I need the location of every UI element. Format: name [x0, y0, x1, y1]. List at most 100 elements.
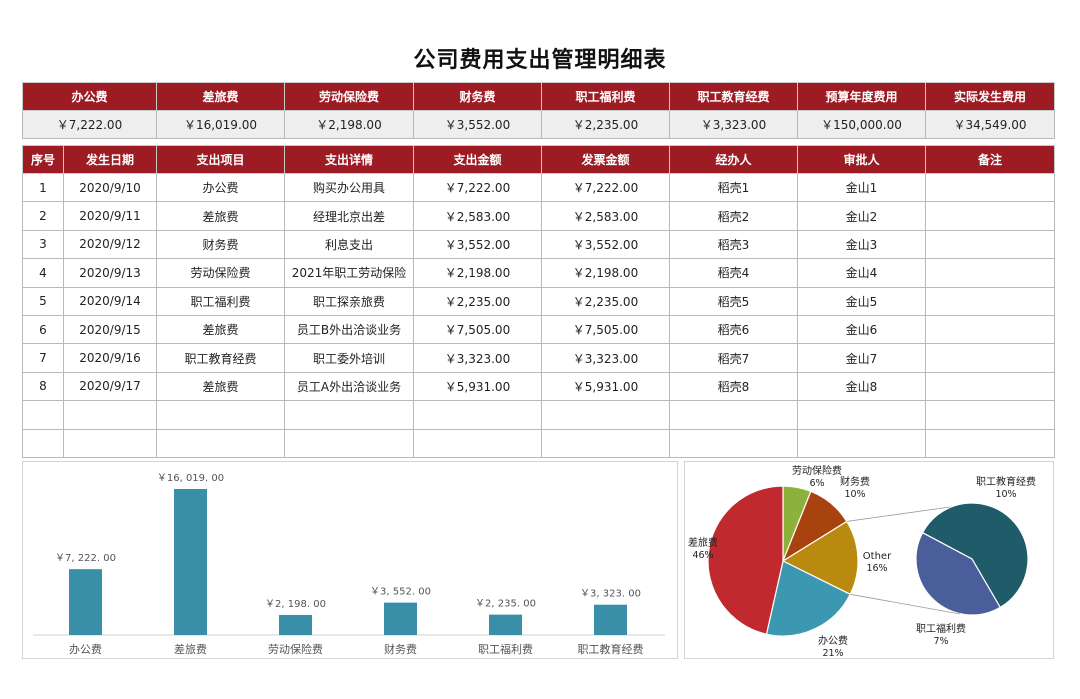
summary-value-cell[interactable]: ￥150,000.00 — [797, 110, 926, 139]
table-cell[interactable]: 金山1 — [797, 172, 926, 203]
table-cell[interactable]: ￥3,323.00 — [541, 343, 670, 373]
table-cell[interactable]: 稻壳2 — [669, 201, 798, 231]
table-cell[interactable] — [541, 400, 670, 430]
table-cell[interactable] — [925, 286, 1055, 316]
table-cell[interactable]: 员工A外出洽谈业务 — [284, 371, 414, 402]
table-cell[interactable] — [925, 428, 1055, 458]
table-cell[interactable] — [284, 400, 414, 430]
table-cell[interactable]: 2020/9/17 — [63, 371, 157, 402]
table-cell[interactable]: 2 — [22, 201, 64, 231]
summary-value-cell[interactable]: ￥2,198.00 — [284, 110, 414, 139]
table-cell[interactable]: 利息支出 — [284, 229, 414, 260]
table-cell[interactable]: 2020/9/11 — [63, 201, 157, 231]
table-cell[interactable] — [925, 371, 1055, 402]
table-cell[interactable] — [541, 428, 670, 458]
table-cell[interactable]: 劳动保险费 — [156, 258, 285, 288]
table-cell[interactable]: ￥7,222.00 — [541, 172, 670, 203]
secondary-slice-职工福利费[interactable] — [915, 531, 1002, 616]
table-cell[interactable]: ￥2,583.00 — [541, 201, 670, 231]
table-cell[interactable]: 稻壳6 — [669, 314, 798, 345]
table-cell[interactable]: ￥5,931.00 — [413, 371, 542, 402]
table-cell[interactable] — [925, 314, 1055, 345]
table-cell[interactable]: ￥7,505.00 — [541, 314, 670, 345]
table-cell[interactable]: 经理北京出差 — [284, 201, 414, 231]
table-cell[interactable]: ￥7,222.00 — [413, 172, 542, 203]
table-cell[interactable]: 稻壳4 — [669, 258, 798, 288]
table-cell[interactable]: ￥2,583.00 — [413, 201, 542, 231]
table-cell[interactable]: 金山6 — [797, 314, 926, 345]
summary-value-cell[interactable]: ￥16,019.00 — [156, 110, 285, 139]
table-cell[interactable]: 差旅费 — [156, 314, 285, 345]
table-cell[interactable] — [413, 400, 542, 430]
table-cell[interactable] — [925, 229, 1055, 260]
table-cell[interactable]: 4 — [22, 258, 64, 288]
table-cell[interactable]: 稻壳7 — [669, 343, 798, 373]
table-cell[interactable]: 职工教育经费 — [156, 343, 285, 373]
table-cell[interactable]: 稻壳5 — [669, 286, 798, 316]
table-cell[interactable] — [669, 400, 798, 430]
table-cell[interactable]: 2020/9/14 — [63, 286, 157, 316]
table-cell[interactable] — [797, 400, 926, 430]
bar-4[interactable] — [384, 602, 417, 635]
table-cell[interactable]: 购买办公用具 — [284, 172, 414, 203]
table-cell[interactable]: 5 — [22, 286, 64, 316]
summary-value-cell[interactable]: ￥7,222.00 — [22, 110, 157, 139]
pie-slice-Other[interactable] — [781, 520, 859, 596]
table-cell[interactable]: 金山5 — [797, 286, 926, 316]
table-cell[interactable]: 2020/9/15 — [63, 314, 157, 345]
table-cell[interactable]: ￥3,552.00 — [413, 229, 542, 260]
table-cell[interactable]: 2020/9/12 — [63, 229, 157, 260]
summary-value-cell[interactable]: ￥3,323.00 — [669, 110, 798, 139]
secondary-slice-职工教育经费[interactable] — [921, 502, 1029, 609]
table-cell[interactable] — [22, 428, 64, 458]
table-cell[interactable]: 2020/9/13 — [63, 258, 157, 288]
table-cell[interactable]: ￥7,505.00 — [413, 314, 542, 345]
table-cell[interactable]: 职工委外培训 — [284, 343, 414, 373]
table-cell[interactable]: ￥5,931.00 — [541, 371, 670, 402]
table-cell[interactable] — [925, 400, 1055, 430]
table-cell[interactable] — [669, 428, 798, 458]
table-cell[interactable] — [925, 172, 1055, 203]
table-cell[interactable]: ￥2,198.00 — [413, 258, 542, 288]
table-cell[interactable]: 差旅费 — [156, 371, 285, 402]
table-cell[interactable]: 7 — [22, 343, 64, 373]
table-cell[interactable]: 金山8 — [797, 371, 926, 402]
table-cell[interactable]: 2020/9/16 — [63, 343, 157, 373]
table-cell[interactable]: 金山7 — [797, 343, 926, 373]
table-cell[interactable]: 稻壳1 — [669, 172, 798, 203]
table-cell[interactable] — [413, 428, 542, 458]
bar-1[interactable] — [69, 569, 102, 635]
table-cell[interactable]: 稻壳3 — [669, 229, 798, 260]
table-cell[interactable]: ￥2,235.00 — [413, 286, 542, 316]
table-cell[interactable] — [22, 400, 64, 430]
pie-slice-办公费[interactable] — [765, 560, 852, 637]
table-cell[interactable]: ￥2,198.00 — [541, 258, 670, 288]
table-cell[interactable]: 2020/9/10 — [63, 172, 157, 203]
table-cell[interactable] — [156, 428, 285, 458]
table-cell[interactable] — [925, 258, 1055, 288]
table-cell[interactable] — [63, 428, 157, 458]
table-cell[interactable]: 职工探亲旅费 — [284, 286, 414, 316]
table-cell[interactable] — [63, 400, 157, 430]
table-cell[interactable]: 财务费 — [156, 229, 285, 260]
summary-value-cell[interactable]: ￥2,235.00 — [541, 110, 670, 139]
table-cell[interactable] — [156, 400, 285, 430]
table-cell[interactable] — [925, 343, 1055, 373]
summary-value-cell[interactable]: ￥3,552.00 — [413, 110, 542, 139]
table-cell[interactable]: 3 — [22, 229, 64, 260]
table-cell[interactable]: 6 — [22, 314, 64, 345]
bar-5[interactable] — [489, 614, 522, 635]
table-cell[interactable]: 金山3 — [797, 229, 926, 260]
table-cell[interactable] — [797, 428, 926, 458]
table-cell[interactable]: 1 — [22, 172, 64, 203]
pie-slice-差旅费[interactable] — [707, 485, 784, 635]
summary-value-cell[interactable]: ￥34,549.00 — [925, 110, 1055, 139]
table-cell[interactable]: 金山2 — [797, 201, 926, 231]
table-cell[interactable]: 员工B外出洽谈业务 — [284, 314, 414, 345]
bar-2[interactable] — [174, 489, 207, 635]
table-cell[interactable]: ￥2,235.00 — [541, 286, 670, 316]
bar-6[interactable] — [594, 604, 627, 635]
table-cell[interactable]: 2021年职工劳动保险 — [284, 258, 414, 288]
table-cell[interactable]: 差旅费 — [156, 201, 285, 231]
table-cell[interactable]: 金山4 — [797, 258, 926, 288]
